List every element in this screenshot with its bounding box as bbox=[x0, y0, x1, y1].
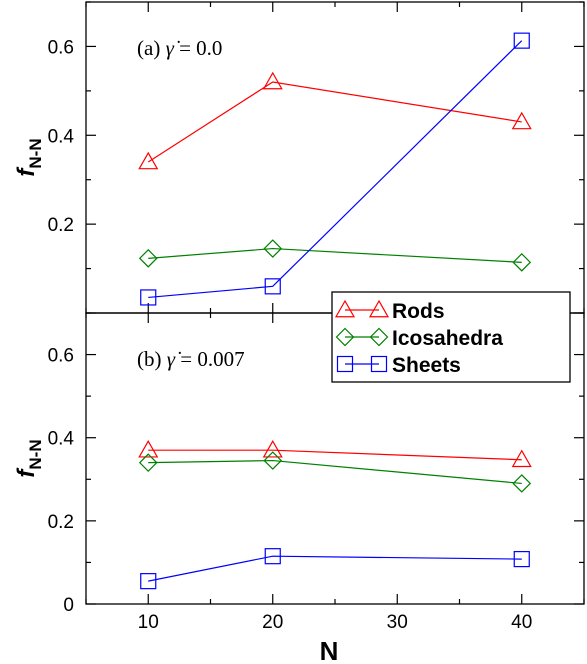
y-axis-label-sub: N-N bbox=[26, 439, 45, 469]
x-tick-label: 10 bbox=[138, 612, 159, 633]
y-tick-label: 0.4 bbox=[48, 429, 75, 450]
y-axis-label-main: f bbox=[13, 167, 40, 177]
data-point-sheets bbox=[140, 573, 157, 590]
panel-annotation: (a) γ̇ = 0.0 bbox=[137, 36, 222, 60]
data-point-rods bbox=[138, 439, 159, 458]
data-point-sheets bbox=[264, 278, 281, 295]
y-tick-label: 0.2 bbox=[48, 215, 74, 236]
data-point-icosahedra bbox=[512, 474, 532, 493]
data-point-sheets bbox=[513, 32, 530, 49]
series-line-rods bbox=[147, 81, 522, 163]
legend: Rods Icosahedra Sheets bbox=[331, 291, 571, 383]
data-point-sheets bbox=[264, 548, 281, 565]
x-axis-label: N bbox=[320, 636, 339, 664]
y-axis-label: fN-N bbox=[13, 138, 45, 176]
data-point-rods bbox=[511, 449, 532, 468]
legend-marker bbox=[334, 299, 356, 318]
legend-marker bbox=[335, 327, 355, 347]
data-point-icosahedra bbox=[263, 239, 283, 258]
y-tick-label: 0.6 bbox=[48, 37, 74, 58]
legend-label-sheets: Sheets bbox=[392, 354, 461, 377]
y-tick-label: 0.2 bbox=[48, 512, 74, 533]
data-point-rods bbox=[138, 151, 159, 170]
x-tick-label: 30 bbox=[387, 612, 408, 633]
legend-marker bbox=[368, 299, 390, 318]
legend-marker bbox=[369, 327, 389, 347]
series-line-sheets bbox=[148, 555, 522, 582]
legend-marker bbox=[370, 355, 388, 373]
x-tick-label: 20 bbox=[262, 612, 283, 633]
y-tick-label: 0.6 bbox=[48, 346, 74, 367]
series-line-sheets bbox=[148, 40, 523, 299]
y-tick-label: 0.4 bbox=[48, 126, 75, 147]
panel-annotation: (b) γ̇ = 0.007 bbox=[137, 347, 245, 371]
annotation-value: = 0.007 bbox=[175, 347, 245, 371]
y-axis-label-main: f bbox=[13, 468, 40, 478]
series-line-rods bbox=[148, 449, 522, 461]
legend-marker bbox=[336, 355, 354, 373]
panel-a: 0.2 0.4 0.6 fN-N (a) γ̇ = 0.0 bbox=[13, 1, 585, 314]
data-point-sheets bbox=[513, 551, 530, 568]
y-axis-label-sub: N-N bbox=[26, 138, 45, 168]
data-point-icosahedra bbox=[138, 453, 158, 473]
data-point-sheets bbox=[140, 289, 157, 306]
annotation-value: = 0.0 bbox=[174, 36, 223, 60]
y-tick-label: 0 bbox=[63, 595, 74, 616]
legend-label-rods: Rods bbox=[392, 300, 445, 323]
data-point-icosahedra bbox=[512, 253, 532, 272]
x-tick-label: 40 bbox=[511, 612, 532, 633]
panel-b: 0 0.2 0.4 0.6 10 20 30 40 NfN-N (b) γ̇ = 0.007 bbox=[13, 312, 585, 664]
data-point-rods bbox=[262, 71, 283, 90]
data-point-icosahedra bbox=[263, 451, 283, 470]
series-line-icosahedra bbox=[148, 459, 522, 485]
annotation-prefix: (a) bbox=[137, 36, 166, 60]
data-point-rods bbox=[511, 111, 532, 130]
series-line-icosahedra bbox=[148, 247, 522, 263]
legend-label-icosahedra: Icosahedra bbox=[392, 327, 503, 350]
annotation-prefix: (b) bbox=[137, 347, 167, 371]
y-axis-label: fN-N bbox=[13, 439, 45, 477]
data-point-icosahedra bbox=[138, 249, 158, 268]
data-point-rods bbox=[262, 439, 283, 458]
